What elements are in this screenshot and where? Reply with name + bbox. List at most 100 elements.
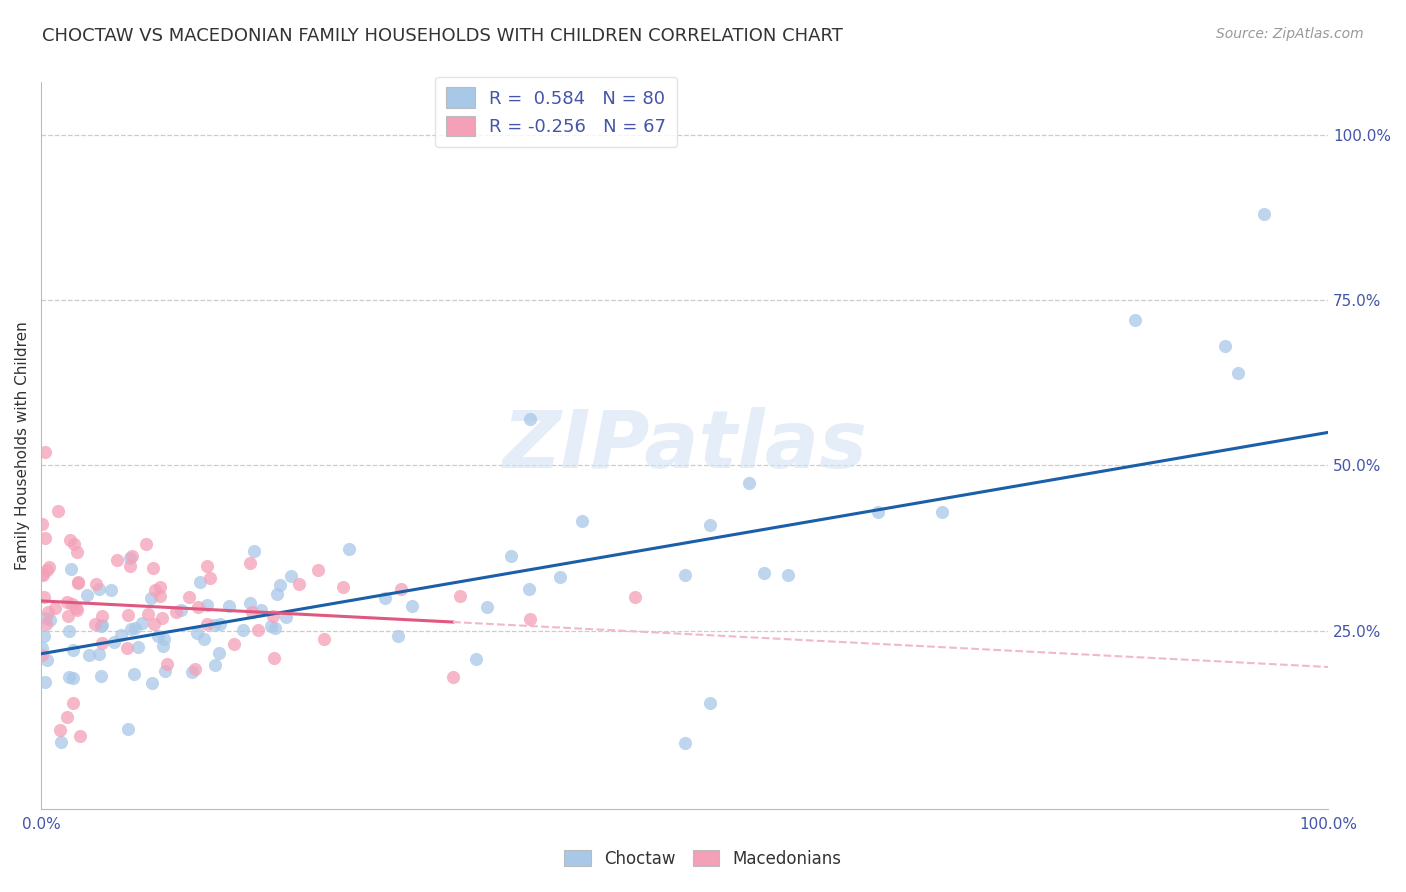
Point [87,648,110,662]
Point [87,582,110,597]
Point [269,577,291,591]
Point [208,617,231,632]
Point [332,580,354,594]
Point [195,598,218,612]
Point [373,591,395,605]
Point [239,556,262,570]
Point [31,516,53,531]
Point [49,735,72,749]
Point [188,574,211,589]
Point [39,613,62,627]
Point [776,568,799,582]
Point [280,568,302,582]
Point [46,504,69,518]
Point [120,623,142,637]
Point [387,629,409,643]
Point [59,533,82,548]
Text: Source: ZipAtlas.com: Source: ZipAtlas.com [1216,27,1364,41]
Point [287,577,309,591]
Point [31,641,53,656]
Point [37,605,59,619]
Point [65,544,87,558]
Point [155,665,177,679]
Point [66,574,89,589]
Point [142,561,165,575]
Point [34,531,56,545]
Point [250,603,273,617]
Point [179,590,201,604]
Point [239,595,262,609]
Point [699,518,721,533]
Point [56,709,79,723]
Point [1123,313,1146,327]
Point [195,558,218,573]
Point [56,609,79,624]
Point [62,671,84,685]
Point [266,586,288,600]
Point [135,537,157,551]
Point [149,580,172,594]
Point [110,628,132,642]
Point [673,568,696,582]
Point [105,553,128,567]
Point [673,736,696,750]
Point [170,603,193,617]
Point [90,636,112,650]
Point [550,570,572,584]
Point [475,600,498,615]
Point [232,624,254,638]
Point [517,582,540,596]
Point [165,605,187,619]
Point [146,629,169,643]
Point [193,632,215,646]
Point [44,601,66,615]
Point [100,582,122,597]
Point [58,624,80,639]
Point [34,616,56,631]
Point [34,445,56,459]
Point [86,577,108,591]
Point [117,608,139,623]
Point [124,621,146,635]
Point [337,542,360,557]
Point [103,635,125,649]
Point [152,639,174,653]
Point [187,600,209,615]
Point [263,651,285,665]
Point [149,590,172,604]
Point [84,616,107,631]
Point [183,662,205,676]
Point [314,632,336,647]
Point [246,624,269,638]
Point [91,609,114,624]
Text: CHOCTAW VS MACEDONIAN FAMILY HOUSEHOLDS WITH CHILDREN CORRELATION CHART: CHOCTAW VS MACEDONIAN FAMILY HOUSEHOLDS … [42,27,844,45]
Point [32,591,55,605]
Point [307,563,329,577]
Point [76,588,98,602]
Point [117,640,139,655]
Point [90,619,112,633]
Point [143,617,166,632]
Point [141,591,163,606]
Point [1227,366,1250,380]
Point [77,648,100,662]
Text: ZIPatlas: ZIPatlas [502,407,868,484]
Point [67,576,90,591]
Point [127,640,149,654]
Point [55,595,77,609]
Point [391,582,413,596]
Point [738,476,761,491]
Point [204,658,226,673]
Point [242,544,264,558]
Point [624,590,647,604]
Point [441,670,464,684]
Legend: R =  0.584   N = 80, R = -0.256   N = 67: R = 0.584 N = 80, R = -0.256 N = 67 [434,77,676,147]
Point [59,562,82,576]
Point [931,505,953,519]
Point [156,657,179,671]
Point [465,652,488,666]
Point [519,612,541,626]
Point [32,568,55,582]
Point [117,722,139,736]
Point [118,551,141,566]
